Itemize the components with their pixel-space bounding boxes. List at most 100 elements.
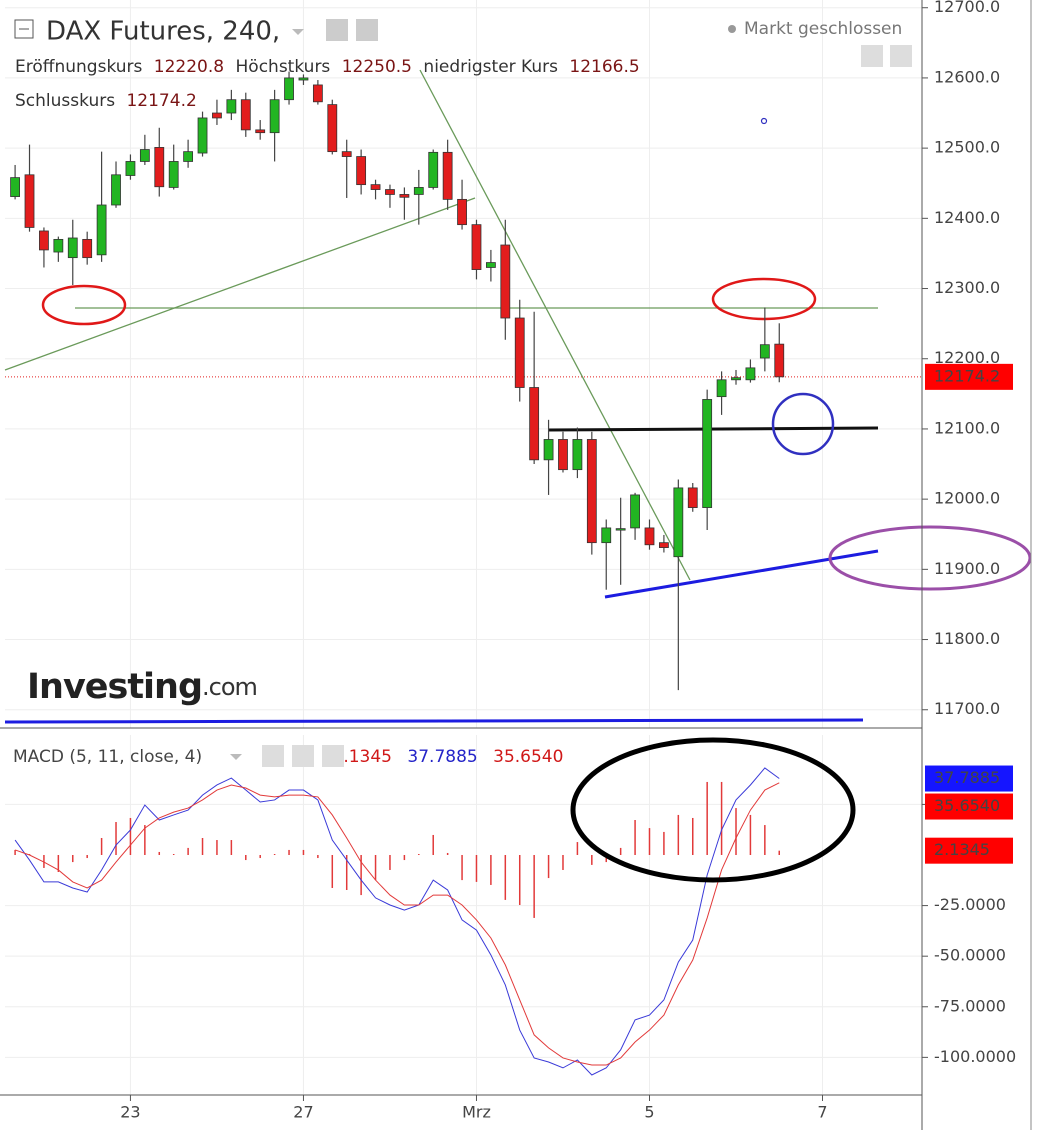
settings-icon[interactable] xyxy=(262,745,284,767)
candle-body xyxy=(485,262,496,268)
chart-title: DAX Futures, 240, xyxy=(46,17,280,47)
arrow-icon[interactable] xyxy=(890,45,912,67)
candle-body xyxy=(10,177,20,197)
candle-body xyxy=(154,147,165,188)
value-badge-label: 35.6540 xyxy=(934,796,1000,815)
ohlc-value: 12166.5 xyxy=(569,57,639,77)
candle-body xyxy=(630,494,640,529)
level-line xyxy=(547,426,879,432)
candle-body xyxy=(255,129,266,134)
candle-body xyxy=(399,194,410,198)
indicator-line xyxy=(14,767,780,1076)
marks xyxy=(10,71,785,1076)
ellipse xyxy=(41,284,127,326)
indicator-value: 37.7885 xyxy=(407,747,477,767)
candle-body xyxy=(356,156,367,186)
y-tick-label: 12200.0 xyxy=(934,348,1000,367)
y-tick-label: 12300.0 xyxy=(934,278,1000,297)
level-line xyxy=(4,718,864,724)
y-tick-label: 12000.0 xyxy=(934,489,1000,508)
candle-body xyxy=(226,99,237,114)
status-dot xyxy=(728,25,736,33)
ohlc-label: Höchstkurs xyxy=(236,57,331,77)
y-tick-label: 12500.0 xyxy=(934,138,1000,157)
x-tick-label: 23 xyxy=(120,1103,140,1122)
candle-body xyxy=(298,77,309,81)
candle-body xyxy=(413,187,424,195)
arrow-icon[interactable] xyxy=(861,45,883,67)
watermark: Investing.com xyxy=(27,667,257,707)
y-tick-label: 12700.0 xyxy=(934,0,1000,16)
candle-body xyxy=(53,238,64,253)
grid xyxy=(5,0,922,1095)
ohlc-legend: Eröffnungskurs 12220.8 Höchstkurs 12250.… xyxy=(15,57,640,77)
candle-body xyxy=(82,238,93,259)
candle-body xyxy=(615,528,626,531)
candle-body xyxy=(586,439,597,544)
y-tick-label: 12100.0 xyxy=(934,418,1000,437)
candle-body xyxy=(39,230,49,251)
candle-body xyxy=(500,244,511,319)
candle-body xyxy=(385,189,395,195)
market-status: Markt geschlossen xyxy=(744,19,902,39)
candle-body xyxy=(716,379,727,398)
indicator-legend: MACD (5, 11, close, 4) 2.1345 37.7885 35… xyxy=(13,747,563,767)
candle-body xyxy=(111,174,121,206)
candle-body xyxy=(284,77,294,101)
ellipse xyxy=(828,525,1032,591)
value-badge xyxy=(925,765,1013,792)
price-badge-label: 12174.2 xyxy=(934,366,1000,385)
candle-body xyxy=(341,151,352,157)
ellipse xyxy=(711,277,817,321)
candle-body xyxy=(139,149,150,162)
candle-body xyxy=(327,104,338,153)
ohlc-label: Eröffnungskurs xyxy=(15,57,143,77)
candle-body xyxy=(687,487,698,508)
settings-icon[interactable] xyxy=(292,745,314,767)
settings-icon[interactable] xyxy=(326,19,348,41)
settings-icon[interactable] xyxy=(356,19,378,41)
candle-body xyxy=(24,174,35,228)
candle-body xyxy=(183,151,194,162)
candle-body xyxy=(558,439,568,471)
candle-body xyxy=(659,542,669,548)
candle-body xyxy=(745,367,756,381)
candle-body xyxy=(529,387,540,461)
candle-body xyxy=(67,237,78,259)
ohlc-value: 12250.5 xyxy=(342,57,412,77)
y-tick-label: -100.0000 xyxy=(934,1047,1016,1066)
candle-body xyxy=(125,161,136,176)
candle-body xyxy=(774,343,785,378)
candle-body xyxy=(572,439,583,471)
value-badge xyxy=(925,793,1013,820)
collapse-icon[interactable] xyxy=(14,19,34,39)
candle-body xyxy=(240,99,251,131)
ohlc-value: 12220.8 xyxy=(154,57,224,77)
indicator-line xyxy=(14,782,780,1066)
ohlc-legend: Schlusskurs 12174.2 xyxy=(15,91,197,111)
close-icon[interactable] xyxy=(322,745,344,767)
indicator-title: MACD (5, 11, close, 4) xyxy=(13,747,202,767)
dropdown-icon[interactable] xyxy=(292,29,304,35)
y-tick-label: 12600.0 xyxy=(934,67,1000,86)
dropdown-icon[interactable] xyxy=(230,754,242,760)
candle-body xyxy=(759,344,770,359)
candle-body xyxy=(644,527,655,546)
candle-body xyxy=(96,204,107,256)
value-badge-label: 2.1345 xyxy=(934,840,990,859)
y-tick-label: -75.0000 xyxy=(934,996,1006,1015)
candle-body xyxy=(601,527,612,544)
y-tick-label: 11700.0 xyxy=(934,699,1000,718)
marker xyxy=(760,117,768,125)
candle-body xyxy=(312,84,323,103)
y-tick-label: 12400.0 xyxy=(934,208,1000,227)
drawings xyxy=(4,69,1032,724)
candle-body xyxy=(428,151,439,188)
ellipse xyxy=(570,737,856,883)
candle-body xyxy=(702,399,713,508)
circle xyxy=(771,392,835,456)
x-tick-label: 27 xyxy=(293,1103,313,1122)
candle-body xyxy=(471,224,482,270)
candle-body xyxy=(731,377,741,381)
watermark: .com xyxy=(202,673,257,701)
